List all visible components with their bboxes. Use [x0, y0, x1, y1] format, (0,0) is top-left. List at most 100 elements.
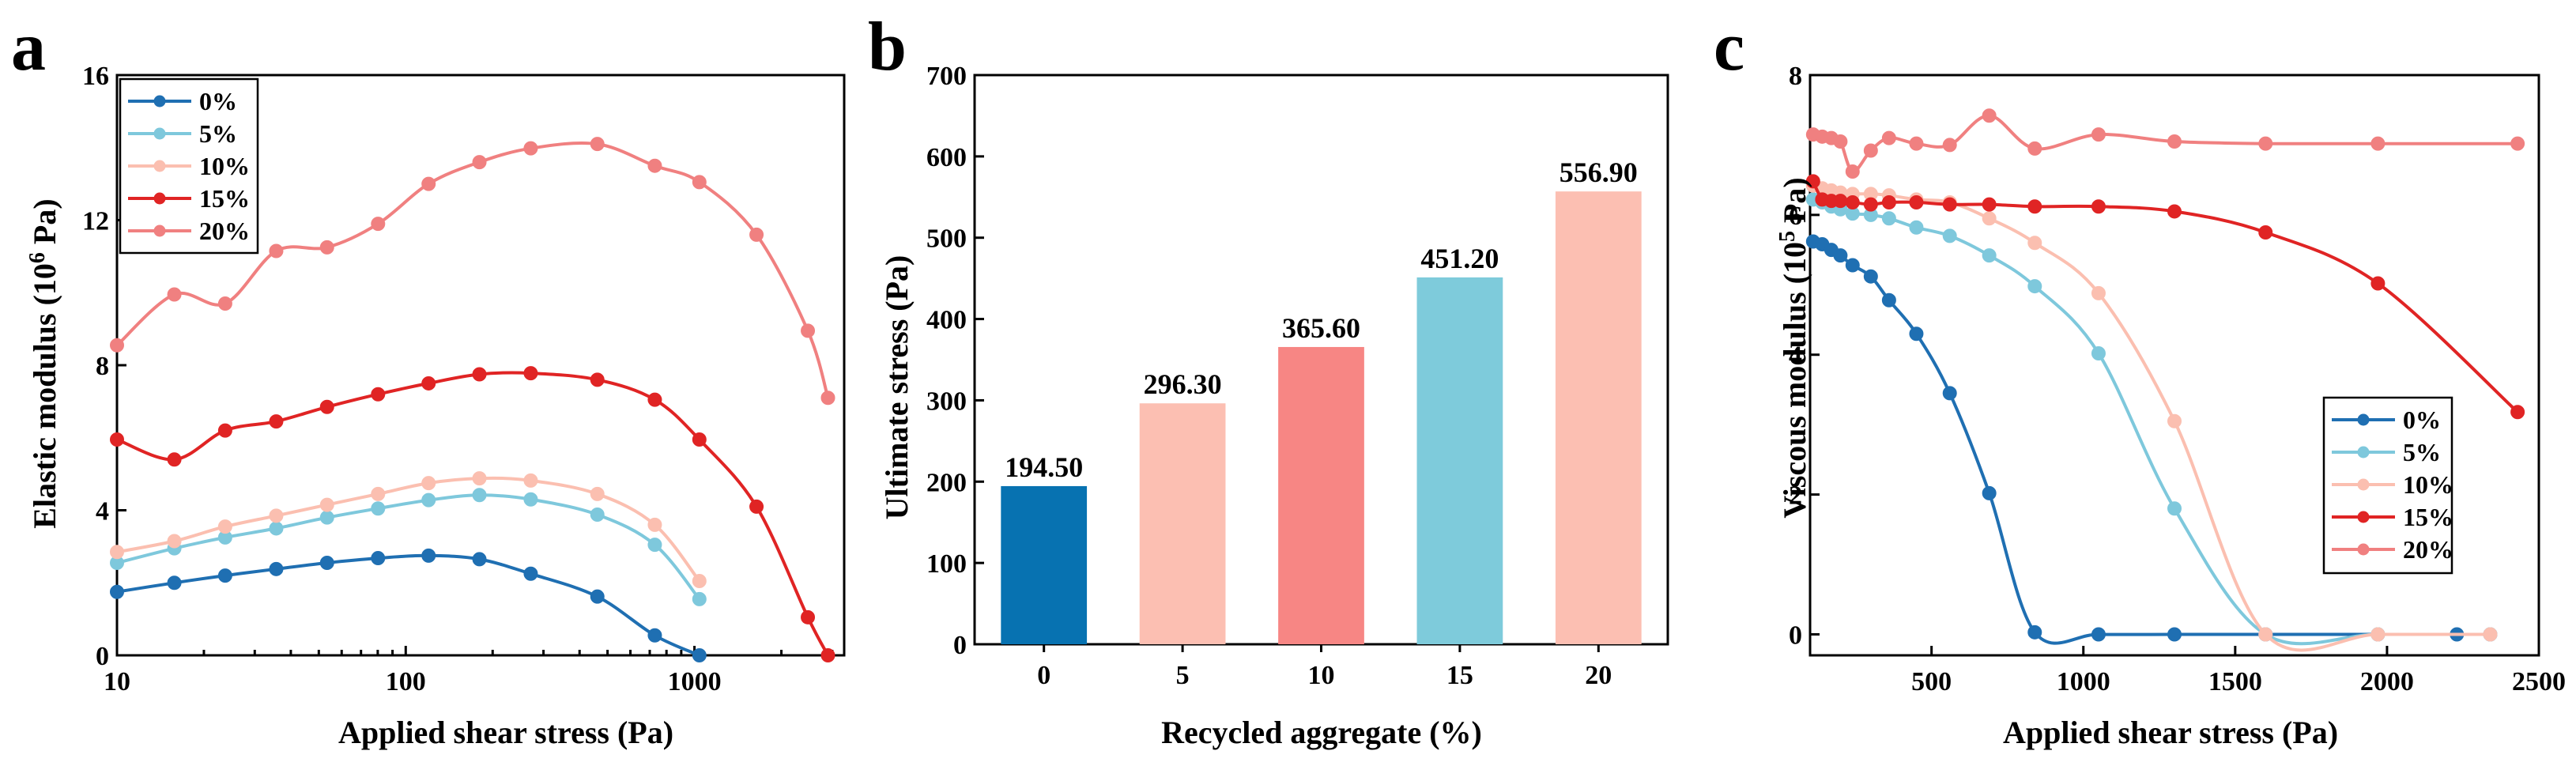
- panel-a-x-axis-title: Applied shear stress (Pa): [338, 715, 673, 750]
- panel-c-y-axis-title: Viscous modulus (105 Pa): [1775, 177, 1812, 518]
- panel-a-data-point: [523, 141, 538, 156]
- panel-c-data-point: [2091, 285, 2106, 300]
- panel-b-y-tick-label: 100: [926, 549, 967, 579]
- panel-a-label: a: [11, 9, 46, 85]
- panel-c-legend-marker: [2357, 413, 2370, 426]
- panel-c-data-point: [1982, 485, 1997, 500]
- panel-c-data-point: [2258, 627, 2273, 642]
- panel-a-x-tick-label: 10: [104, 667, 130, 696]
- panel-c-data-point: [1845, 258, 1860, 273]
- panel-c-data-point: [2091, 199, 2106, 214]
- panel-a-legend-marker: [153, 95, 166, 108]
- panel-a-data-point: [590, 372, 605, 387]
- panel-c-y-tick-label: 2: [1789, 481, 1802, 511]
- panel-c-data-point: [2483, 627, 2498, 642]
- panel-c-x-tick-label: 1000: [2057, 667, 2110, 696]
- panel-b-bar-value-label: 451.20: [1420, 243, 1499, 274]
- panel-a-data-point: [801, 609, 816, 624]
- panel-a-data-point: [647, 538, 662, 553]
- panel-c-data-point: [1833, 134, 1848, 149]
- panel-c-frame: [1808, 74, 2540, 657]
- panel-a-data-point: [269, 521, 284, 536]
- panel-c-legend-marker: [2357, 543, 2370, 556]
- panel-c-data-point: [1863, 143, 1878, 158]
- panel-a-data-point: [749, 499, 764, 514]
- panel-b-y-tick-label: 0: [953, 631, 967, 660]
- panel-c-data-point: [1881, 292, 1896, 308]
- panel-c-data-point: [1833, 194, 1848, 209]
- panel-c-data-point: [1909, 326, 1924, 341]
- panel-c-data-point: [1982, 108, 1997, 123]
- panel-b-bar-15: [1416, 277, 1503, 644]
- panel-c-series-20%: [1805, 108, 2525, 179]
- panel-a-data-point: [590, 137, 605, 152]
- panel-a-data-point: [647, 517, 662, 532]
- panel-b-bar-0: [1001, 485, 1088, 644]
- panel-b-bar-10: [1278, 346, 1364, 644]
- panel-a-data-point: [692, 591, 707, 606]
- panel-c-y-tick-label: 4: [1789, 341, 1802, 371]
- panel-a-data-point: [371, 501, 386, 516]
- panel-c-data-point: [1863, 197, 1878, 212]
- panel-b-x-tick-label: 15: [1446, 661, 1473, 690]
- panel-b-bar-value-label: 365.60: [1282, 312, 1360, 344]
- panel-c-data-point: [2027, 236, 2042, 251]
- panel-c-data-point: [1909, 194, 1924, 209]
- panel-c-data-point: [2167, 627, 2182, 642]
- panel-c-plot-area: 0 2 4 6 8 500 1000 1500 2000 2500: [1789, 62, 2566, 696]
- panel-a-series-line: [116, 493, 701, 601]
- panel-a-data-point: [647, 158, 662, 173]
- panel-a-data-point: [590, 589, 605, 604]
- panel-c-data-point: [1982, 197, 1997, 212]
- panel-b-bar-value-label: 556.90: [1560, 157, 1638, 188]
- panel-a-data-point: [421, 476, 436, 491]
- panel-b-y-tick-label: 300: [926, 387, 967, 416]
- panel-a-legend-label: 5%: [199, 119, 237, 148]
- panel-b-bar-20: [1555, 191, 1642, 644]
- panel-c-data-point: [2027, 279, 2042, 294]
- panel-a-data-point: [472, 471, 487, 486]
- panel-a-data-point: [319, 240, 334, 255]
- panel-a-series-15%: [110, 366, 835, 662]
- panel-a-data-point: [269, 561, 284, 576]
- panel-a-data-point: [167, 452, 182, 467]
- panel-c-data-point: [2370, 276, 2386, 291]
- panel-c-legend-label: 10%: [2403, 470, 2453, 499]
- panel-a-data-point: [472, 367, 487, 382]
- panel-c-legend-label: 15%: [2403, 503, 2453, 531]
- panel-a-data-point: [167, 575, 182, 591]
- panel-c-legend-marker: [2357, 478, 2370, 491]
- panel-c-x-tick-label: 2000: [2360, 667, 2414, 696]
- panel-c-data-point: [1805, 174, 1820, 189]
- panel-a-data-point: [523, 566, 538, 581]
- panel-a-data-point: [749, 227, 764, 242]
- panel-a-data-point: [820, 391, 835, 406]
- panel-c-legend-marker: [2357, 446, 2370, 458]
- panel-a-data-point: [110, 432, 124, 447]
- panel-a-data-point: [523, 492, 538, 507]
- panel-c-data-point: [1942, 386, 1957, 401]
- panel-a-data-point: [472, 552, 487, 567]
- panel-c-series-15%: [1805, 174, 2525, 420]
- panel-a-series-10%: [110, 471, 707, 588]
- panel-a-series-20%: [110, 137, 835, 406]
- panel-c-data-point: [2167, 134, 2182, 149]
- panel-a-data-point: [590, 508, 605, 523]
- panel-c-data-point: [1942, 197, 1957, 212]
- panel-a-data-point: [523, 473, 538, 488]
- panel-b-bar-value-label: 194.50: [1005, 451, 1083, 483]
- panel-c-x-tick-label: 2500: [2512, 667, 2566, 696]
- panel-c-data-point: [2167, 204, 2182, 219]
- panel-b-x-axis-title: Recycled aggregate (%): [1161, 715, 1482, 750]
- panel-a-data-point: [421, 375, 436, 391]
- panel-a-data-point: [110, 545, 124, 560]
- panel-a-data-point: [647, 392, 662, 407]
- panel-a-data-point: [371, 387, 386, 402]
- panel-b-plot-area: 0 100 200 300 400 500 600 700 194.50 0 296.30 5 365.…: [926, 62, 1669, 690]
- panel-c-x-axis-title: Applied shear stress (Pa): [2003, 715, 2338, 750]
- panel-c-data-point: [1845, 164, 1860, 179]
- panel-b-bar-value-label: 296.30: [1144, 368, 1222, 400]
- panel-c-legend-label: 20%: [2403, 535, 2453, 564]
- panel-c-x-tick-label: 500: [1911, 667, 1952, 696]
